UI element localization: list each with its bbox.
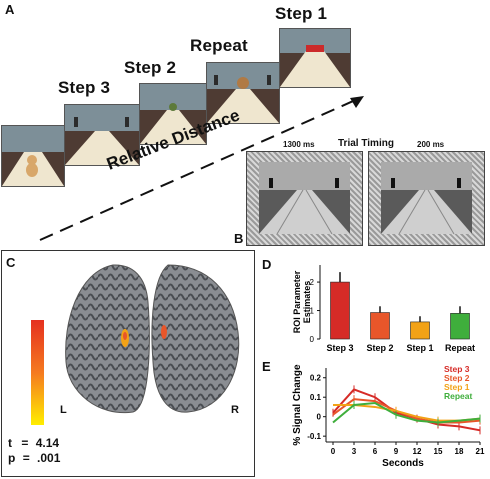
corridor-scene-step2-object [140, 84, 206, 144]
t-stat: t = 4.14 [8, 436, 59, 450]
panel-c-box [1, 250, 255, 477]
x-tick-label: Step 1 [406, 343, 433, 353]
line-chart: -0.1 0 0.1 0.2 0 3 6 9 12 15 18 21 Seconds % Signal C… [292, 364, 485, 469]
legend-entry: Step 1 [444, 382, 470, 392]
t-label: t [8, 436, 12, 450]
hemisphere-right-label: R [231, 404, 239, 416]
colorbar [31, 320, 44, 425]
t-value: 4.14 [35, 436, 60, 450]
step-label-repeat: Repeat [190, 36, 248, 55]
t-eq: = [21, 436, 29, 450]
legend-entry: Step 3 [444, 364, 470, 374]
series-line-repeat [332, 402, 481, 424]
step-label-step1: Step 1 [275, 4, 328, 23]
corridor-scene-step1 [280, 29, 350, 87]
panel-e-letter: E [262, 359, 271, 374]
x-tick-label: Step 3 [326, 343, 353, 353]
y-axis-label-line2: Estimates [302, 281, 312, 324]
p-stat: p = .001 [8, 451, 60, 465]
trial-frame-1 [246, 151, 363, 246]
y-tick-label: 0 [317, 413, 322, 422]
step-label-step2: Step 2 [124, 58, 177, 77]
panel-d-letter: D [262, 257, 272, 272]
y-tick-label: 0 [310, 335, 315, 344]
y-tick-label: -0.1 [307, 432, 321, 441]
trial-frame-2-scene [381, 162, 472, 235]
bar-step-3 [330, 281, 350, 340]
hemisphere-left-label: L [60, 404, 67, 416]
timing-duration-2: 200 ms [417, 140, 445, 149]
panel-c-letter: C [6, 255, 16, 270]
x-tick-label: 9 [394, 447, 399, 456]
legend-entry: Step 2 [444, 373, 470, 383]
x-tick-label: Repeat [445, 343, 475, 353]
x-tick-label: 18 [455, 447, 464, 456]
series-line-step-2 [332, 398, 481, 424]
y-axis-label-line1: ROI Parameter [292, 270, 302, 333]
bar-repeat [450, 313, 470, 340]
x-tick-label: 3 [352, 447, 357, 456]
x-tick-label: 12 [413, 447, 422, 456]
trial-timing-title: Trial Timing [338, 138, 394, 149]
trial-frame-1-scene [259, 162, 350, 235]
corridor-scene-repeat [207, 63, 279, 123]
x-tick-label: 21 [476, 447, 485, 456]
x-tick-label: 15 [434, 447, 443, 456]
legend-entry: Repeat [444, 391, 473, 401]
bar-step-1 [410, 321, 430, 340]
x-axis-label: Seconds [382, 458, 424, 469]
scene-step1 [279, 28, 351, 88]
x-tick-label: 0 [331, 447, 336, 456]
y-axis-label: % Signal Change [292, 364, 303, 446]
bar-chart: 0 1 2 ROI Parameter Estimates Step 3 Step 2 Ste… [292, 265, 475, 353]
p-label: p [8, 451, 16, 465]
step-label-step3: Step 3 [58, 78, 111, 97]
scene-repeat [206, 62, 280, 124]
bar-step-2 [370, 312, 390, 340]
distance-arrow [39, 96, 364, 241]
timing-duration-1: 1300 ms [283, 140, 315, 149]
y-tick-label: 0.1 [310, 393, 322, 402]
scene-step3 [1, 125, 65, 187]
p-eq: = [22, 451, 30, 465]
panel-b-letter: B [234, 231, 244, 246]
x-tick-label: Step 2 [366, 343, 393, 353]
panel-a-letter: A [5, 2, 15, 17]
corridor-scene-step2 [65, 105, 139, 165]
y-tick-label: 2 [310, 278, 315, 287]
x-tick-label: 6 [373, 447, 378, 456]
trial-frame-2 [368, 151, 485, 246]
brain-render [65, 264, 240, 414]
corridor-scene-step3 [2, 126, 64, 186]
y-tick-label: 1 [310, 307, 315, 316]
p-value: .001 [37, 451, 61, 465]
y-tick-label: 0.2 [310, 374, 322, 383]
